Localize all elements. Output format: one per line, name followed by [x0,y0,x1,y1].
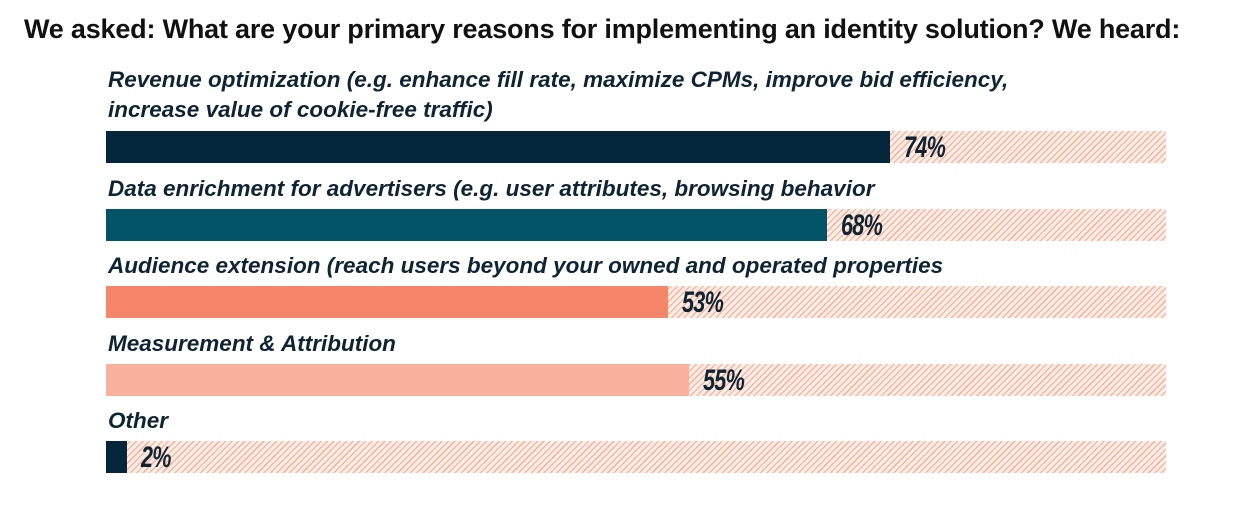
value-label-other: 2% [141,441,172,474]
bar-other [106,441,127,473]
value-label-data-enrichment: 68% [841,209,883,242]
bar-track: 2% [106,441,1166,474]
bar-track: 53% [106,286,1166,319]
bar-label-measurement-attribution: Measurement & Attribution [108,331,396,356]
bar-measurement-attribution [106,364,689,396]
bar-data-enrichment [106,209,827,241]
bar-label-audience-extension: Audience extension (reach users beyond y… [108,253,944,278]
bar-label-line-2: increase value of cookie-free traffic) [108,97,493,122]
value-label-measurement-attribution: 55% [703,364,745,397]
value-label-revenue-optimization: 74% [904,131,946,164]
bar-track: 55% [106,364,1166,397]
bar-label-line-1: Revenue optimization (e.g. enhance fill … [108,67,1009,92]
bar-revenue-optimization [106,131,890,163]
value-label-audience-extension: 53% [682,286,724,319]
bar-label-other: Other [108,408,169,433]
bar-audience-extension [106,286,668,318]
bar-track: 68% [106,209,1166,242]
bar-label-data-enrichment: Data enrichment for advertisers (e.g. us… [108,176,875,201]
bar-track: 74% [106,131,1166,164]
page-title: We asked: What are your primary reasons … [24,14,1181,44]
horizontal-bar-chart: Revenue optimization (e.g. enhance fill … [106,0,1166,506]
bar-label-revenue-optimization: Revenue optimization (e.g. enhance fill … [108,65,1008,125]
